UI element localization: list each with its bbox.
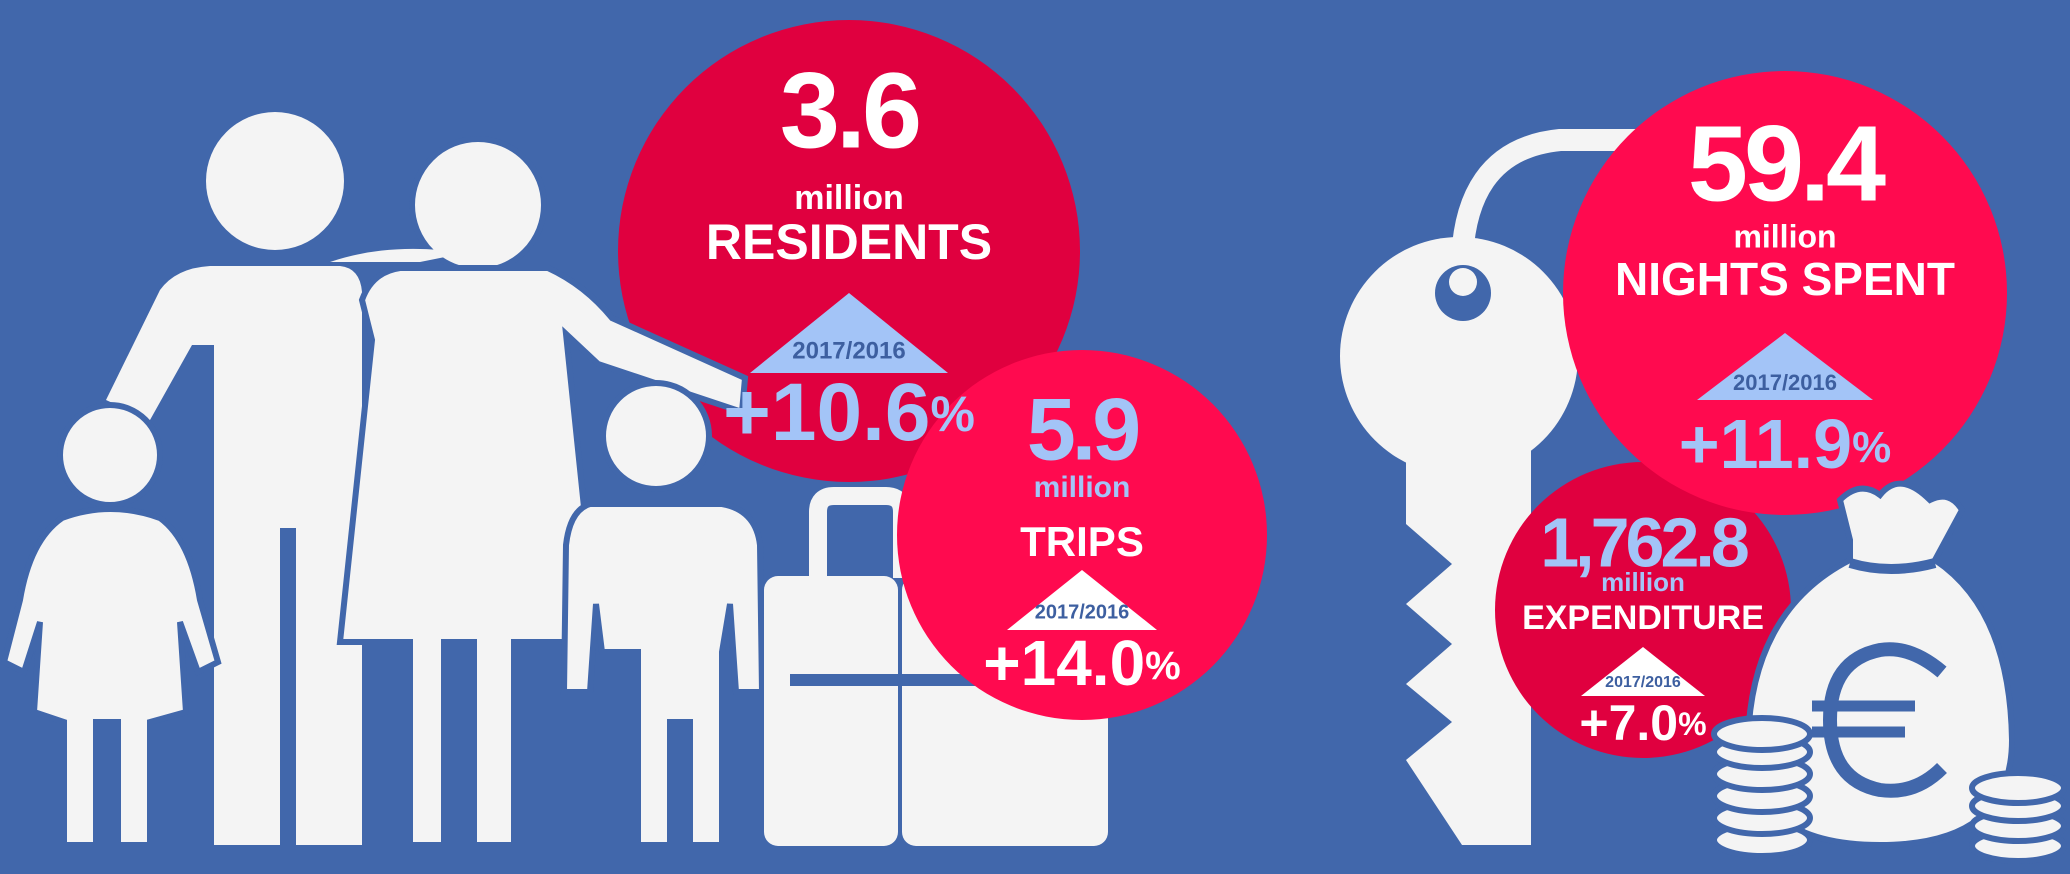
- change-unit: %: [1852, 423, 1891, 472]
- period: 2017/2016: [1035, 601, 1130, 623]
- key-hole-inner: [1449, 268, 1477, 296]
- stat-label: EXPENDITURE: [1522, 599, 1764, 637]
- stat-value: 59.4: [1688, 103, 1886, 224]
- stat-unit: million: [1601, 567, 1685, 597]
- change-value: +10.6: [723, 367, 930, 458]
- stat-label: TRIPS: [1020, 518, 1144, 565]
- change-unit: %: [1145, 644, 1181, 688]
- page: 3.6 million RESIDENTS 2017/2016 +10.6% 5…: [0, 0, 2070, 874]
- stat-unit: million: [1034, 471, 1131, 504]
- period: 2017/2016: [792, 337, 905, 364]
- change-value: +14.0: [983, 627, 1145, 699]
- change-unit: %: [931, 386, 975, 442]
- change-value: +7.0: [1579, 695, 1678, 751]
- infographic: 3.6 million RESIDENTS 2017/2016 +10.6% 5…: [0, 0, 2070, 874]
- stat-unit: million: [794, 179, 904, 217]
- stat-value: 3.6: [780, 50, 919, 171]
- father-head: [206, 112, 344, 250]
- coin-stack: [1972, 773, 2064, 861]
- change-value: +11.9: [1679, 405, 1852, 483]
- stat-unit: million: [1733, 218, 1836, 254]
- suitcase: [764, 576, 898, 846]
- girl-head: [60, 405, 160, 505]
- stat-label: NIGHTS SPENT: [1615, 253, 1955, 305]
- period: 2017/2016: [1605, 674, 1681, 691]
- stat-value: 5.9: [1027, 379, 1138, 478]
- boy-head: [603, 383, 709, 489]
- change-unit: %: [1678, 706, 1706, 742]
- coin-stack: [1714, 718, 1810, 856]
- period: 2017/2016: [1733, 370, 1837, 395]
- stat-label: RESIDENTS: [706, 214, 992, 270]
